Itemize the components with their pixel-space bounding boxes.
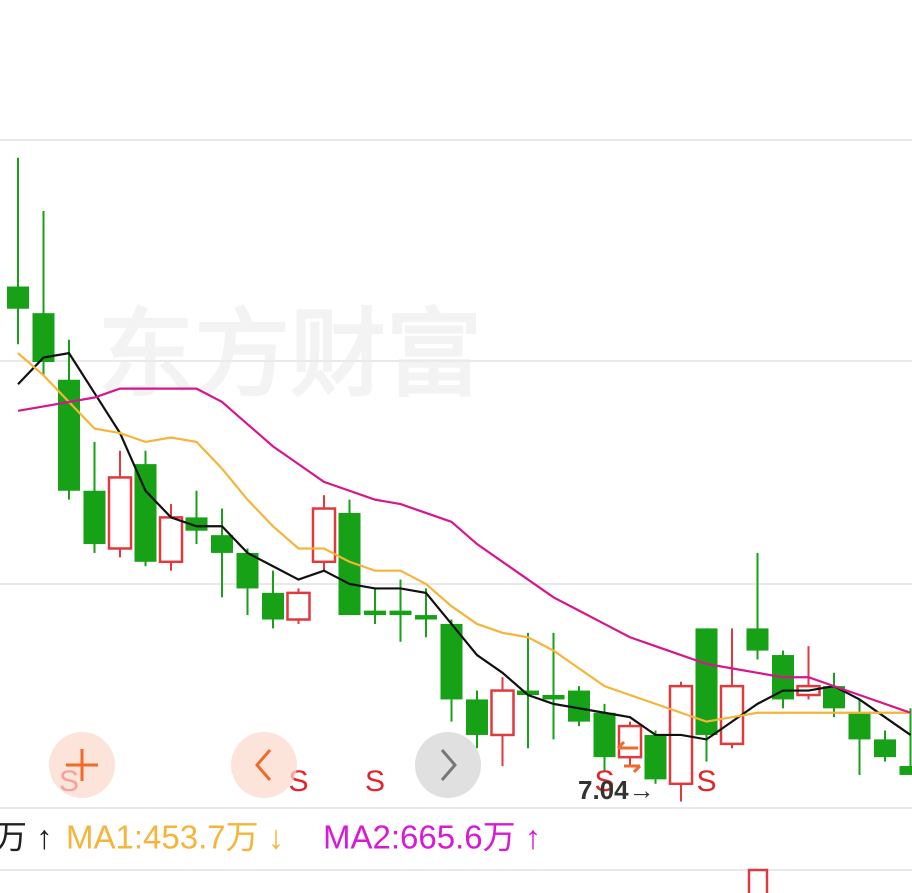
- candle-body: [644, 734, 667, 780]
- candle-body: [746, 628, 769, 651]
- candle-body: [262, 592, 284, 620]
- candle-body: [695, 628, 718, 735]
- swap-icon[interactable]: [616, 740, 642, 774]
- candle-body: [338, 512, 361, 616]
- prev-button[interactable]: [231, 732, 297, 798]
- legend-entry: MA2:665.6万 ↑: [323, 819, 541, 856]
- signal-label: S: [365, 765, 385, 798]
- candle-body: [389, 610, 412, 616]
- next-button[interactable]: [415, 732, 481, 798]
- candle-body: [211, 535, 233, 553]
- candle-body: [32, 313, 55, 362]
- legend-entry: 万 ↑: [0, 819, 53, 856]
- plot: SSSSS: [7, 157, 912, 802]
- candle-body: [236, 552, 259, 589]
- candle-body: [899, 766, 912, 775]
- signal-label: S: [696, 765, 716, 798]
- volume-bar-partial: [747, 868, 769, 893]
- candle-body: [823, 686, 845, 709]
- grid: [0, 139, 912, 871]
- legend-entry: MA1:453.7万 ↓: [66, 819, 284, 856]
- candle-body: [364, 610, 386, 616]
- candle-body: [466, 699, 488, 735]
- candle-body: [185, 517, 208, 531]
- signal-label: S: [594, 765, 614, 798]
- candle-body: [158, 516, 184, 564]
- candle-body: [83, 490, 106, 545]
- legend: 万 ↑ MA1:453.7万 ↓ MA2:665.6万 ↑: [0, 819, 541, 856]
- candle-body: [440, 623, 463, 700]
- candle-body: [593, 712, 616, 758]
- candle-body: [7, 286, 29, 309]
- candle-body: [568, 690, 590, 722]
- candle-body: [58, 379, 80, 491]
- candle-body: [490, 689, 515, 737]
- annotation: 7.04→: [578, 775, 655, 805]
- candle-body: [415, 615, 437, 620]
- candle-body: [107, 476, 133, 550]
- moving-average-line: [17, 352, 911, 723]
- candle-body: [311, 507, 337, 564]
- candle-body: [874, 739, 896, 758]
- candle-body: [286, 591, 311, 621]
- zoom-button[interactable]: [49, 732, 115, 798]
- candle-body: [542, 695, 565, 700]
- controls: [49, 732, 642, 798]
- moving-average-line: [17, 387, 911, 714]
- moving-average-line: [17, 351, 912, 741]
- candle-body: [134, 464, 157, 562]
- watermark: 东方财富: [98, 301, 482, 408]
- candle-body: [848, 712, 871, 740]
- candle-body: [517, 690, 539, 695]
